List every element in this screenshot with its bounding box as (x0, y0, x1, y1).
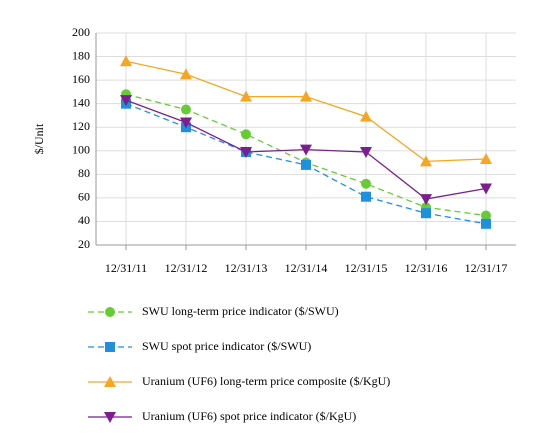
y-tick-label: 40 (78, 213, 90, 227)
y-tick-label: 60 (78, 190, 90, 204)
marker (301, 159, 311, 170)
marker (420, 155, 432, 167)
y-tick-label: 200 (72, 25, 90, 39)
marker (241, 129, 251, 140)
x-tick-label: 12/31/15 (345, 261, 388, 275)
marker (481, 210, 491, 221)
marker (420, 194, 432, 206)
marker (104, 412, 116, 423)
y-tick-label: 160 (72, 72, 90, 86)
x-tick-label: 12/31/11 (105, 261, 147, 275)
x-tick-label: 12/31/12 (165, 261, 208, 275)
x-tick-label: 12/31/16 (405, 261, 448, 275)
y-tick-label: 20 (78, 237, 90, 251)
marker (240, 90, 252, 102)
marker (360, 110, 372, 122)
marker (480, 153, 492, 165)
marker (421, 208, 431, 219)
marker (105, 307, 115, 317)
legend-label: Uranium (UF6) spot price indicator ($/Kg… (142, 409, 356, 423)
y-tick-label: 120 (72, 119, 90, 133)
x-tick-label: 12/31/14 (285, 261, 328, 275)
marker (180, 117, 192, 129)
x-tick-label: 12/31/17 (465, 261, 508, 275)
legend-label: Uranium (UF6) long-term price composite … (142, 374, 390, 388)
y-tick-label: 80 (78, 166, 90, 180)
marker (120, 95, 132, 107)
marker (240, 146, 252, 158)
marker (480, 183, 492, 195)
marker (104, 376, 116, 387)
marker (361, 191, 371, 202)
marker (180, 68, 192, 80)
x-tick-label: 12/31/13 (225, 261, 268, 275)
marker (105, 342, 115, 352)
marker (120, 55, 132, 67)
marker (360, 146, 372, 158)
marker (181, 104, 191, 115)
marker (361, 178, 371, 189)
y-tick-label: 180 (72, 48, 90, 62)
y-axis-label: $/Unit (32, 123, 46, 154)
y-tick-label: 140 (72, 95, 90, 109)
marker (300, 144, 312, 156)
y-tick-label: 100 (72, 143, 90, 157)
legend-label: SWU spot price indicator ($/SWU) (142, 339, 311, 353)
legend-label: SWU long-term price indicator ($/SWU) (142, 304, 339, 318)
marker (481, 218, 491, 229)
marker (300, 90, 312, 102)
